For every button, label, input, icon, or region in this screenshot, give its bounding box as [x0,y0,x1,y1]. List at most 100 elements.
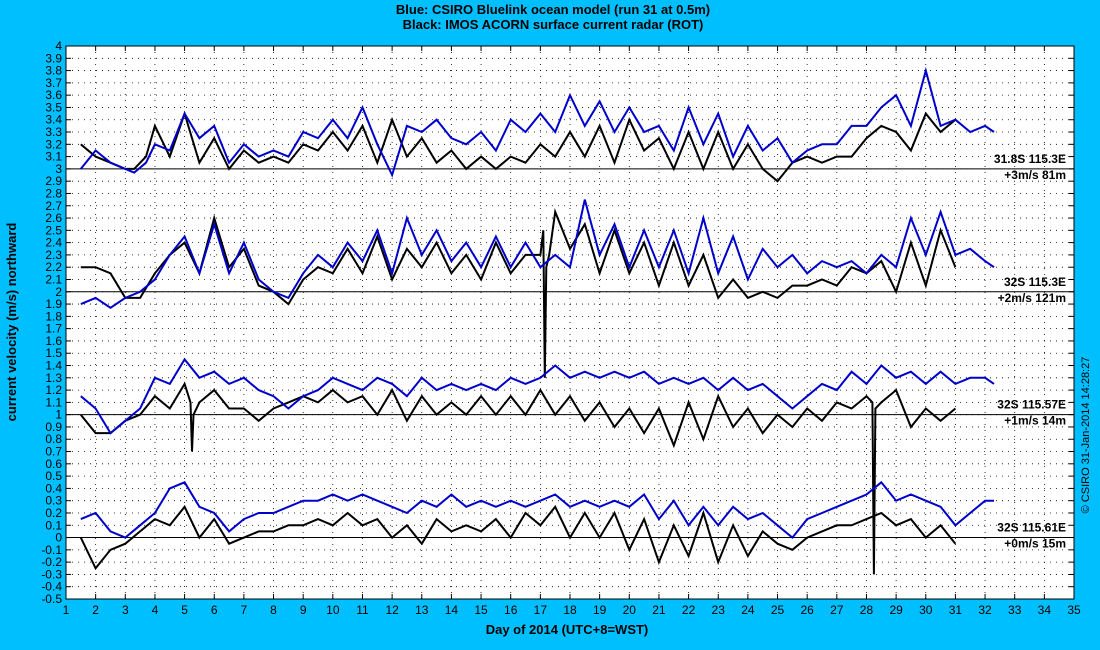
x-tick-label: 33 [1008,603,1022,617]
y-tick-label: 3.7 [45,76,62,90]
y-tick-label: -0.4 [41,580,62,594]
y-tick-label: -0.5 [41,592,62,606]
station-label: 32S 115.3E [1004,275,1066,289]
y-tick-label: 1.9 [45,297,62,311]
credit-text: © CSIRO 31-Jan-2014 14:28:27 [1080,357,1092,514]
station-offset-label: +1m/s 14m [1004,414,1066,428]
x-tick-label: 27 [830,603,844,617]
x-axis-ticks: 1 2 3 4 5 6 7 8 9 10 11 12 13 14 15 16 17 18 19 20 21 22 23 24 2… [63,46,1081,617]
y-tick-label: 3 [55,162,62,176]
y-tick-label: 2 [55,285,62,299]
y-tick-label: 2.5 [45,223,62,237]
y-tick-label: 3.4 [45,113,62,127]
y-tick-label: 2.7 [45,199,62,213]
x-tick-label: 8 [270,603,277,617]
y-axis-ticks: -0.5-0.4-0.3-0.2-0.100.10.20.30.40.50.60… [41,39,1074,606]
y-tick-label: 0 [55,531,62,545]
x-tick-label: 32 [978,603,992,617]
y-tick-label: 0.5 [45,469,62,483]
y-tick-label: 3.8 [45,64,62,78]
x-tick-label: 6 [211,603,218,617]
y-tick-label: 0.8 [45,432,62,446]
x-tick-label: 5 [181,603,188,617]
y-tick-label: 2.9 [45,174,62,188]
x-tick-label: 1 [63,603,70,617]
station-label: 31.8S 115.3E [994,152,1066,166]
station-labels: 31.8S 115.3E +3m/s 81m 32S 115.3E +2m/s 121… [994,152,1066,551]
y-tick-label: 0.1 [45,518,62,532]
y-tick-label: 1 [55,408,62,422]
y-tick-label: 1.6 [45,334,62,348]
x-tick-label: 23 [712,603,726,617]
x-tick-label: 29 [889,603,903,617]
x-axis-label: Day of 2014 (UTC+8=WST) [486,622,649,637]
y-tick-label: 0.2 [45,506,62,520]
y-tick-label: 3.2 [45,137,62,151]
y-tick-label: 0.3 [45,494,62,508]
y-tick-label: 3.1 [45,150,62,164]
radar-series-2 [80,381,957,575]
y-tick-label: 2.8 [45,186,62,200]
x-tick-label: 7 [241,603,248,617]
x-tick-label: 2 [92,603,99,617]
x-tick-label: 16 [504,603,518,617]
y-tick-label: 1.2 [45,383,62,397]
y-tick-label: 2.3 [45,248,62,262]
x-tick-label: 30 [919,603,933,617]
y-tick-label: 0.6 [45,457,62,471]
chart-title: Blue: CSIRO Bluelink ocean model (run 31… [396,2,710,17]
y-tick-label: -0.2 [41,555,62,569]
y-tick-label: 3.6 [45,88,62,102]
x-tick-label: 10 [326,603,340,617]
x-tick-label: 9 [300,603,307,617]
x-tick-label: 35 [1067,603,1081,617]
x-tick-label: 19 [593,603,607,617]
model-series-3 [80,480,994,540]
y-tick-label: 1.4 [45,359,62,373]
y-tick-label: 2.2 [45,260,62,274]
y-tick-label: 2.6 [45,211,62,225]
y-tick-label: 3.3 [45,125,62,139]
gridlines [66,46,1074,599]
x-tick-label: 21 [652,603,666,617]
x-tick-label: 13 [415,603,429,617]
y-tick-label: 2.4 [45,236,62,250]
model-series-0 [80,66,995,178]
x-tick-label: 17 [534,603,548,617]
x-tick-label: 34 [1038,603,1052,617]
chart-subtitle: Black: IMOS ACORN surface current radar … [403,17,704,32]
station-label: 32S 115.61E [997,521,1066,535]
x-tick-label: 26 [800,603,814,617]
station-offset-label: +0m/s 15m [1004,537,1066,551]
x-tick-label: 18 [563,603,577,617]
x-tick-label: 11 [356,603,369,617]
y-tick-label: 0.4 [45,481,62,495]
station-offset-label: +2m/s 121m [998,291,1066,305]
y-tick-label: 1.1 [45,395,62,409]
y-tick-label: 3.5 [45,100,62,114]
y-tick-label: 1.5 [45,346,62,360]
series-lines [79,66,995,575]
x-tick-label: 14 [445,603,459,617]
x-tick-label: 31 [949,603,963,617]
y-tick-label: 3.9 [45,51,62,65]
x-tick-label: 28 [860,603,874,617]
radar-series-3 [79,504,957,571]
y-tick-label: 1.3 [45,371,62,385]
station-label: 32S 115.57E [997,398,1066,412]
y-tick-label: 0.9 [45,420,62,434]
x-tick-label: 4 [152,603,159,617]
y-tick-label: 1.7 [45,322,62,336]
x-tick-label: 24 [741,603,755,617]
y-tick-label: -0.3 [41,567,62,581]
x-tick-label: 15 [474,603,488,617]
x-tick-label: 25 [771,603,785,617]
x-tick-label: 12 [385,603,399,617]
y-axis-label: current velocity (m/s) northward [4,223,19,422]
station-offset-label: +3m/s 81m [1004,168,1066,182]
x-tick-label: 20 [623,603,637,617]
x-tick-label: 3 [122,603,129,617]
y-tick-label: 4 [55,39,62,53]
radar-series-0 [80,110,957,183]
